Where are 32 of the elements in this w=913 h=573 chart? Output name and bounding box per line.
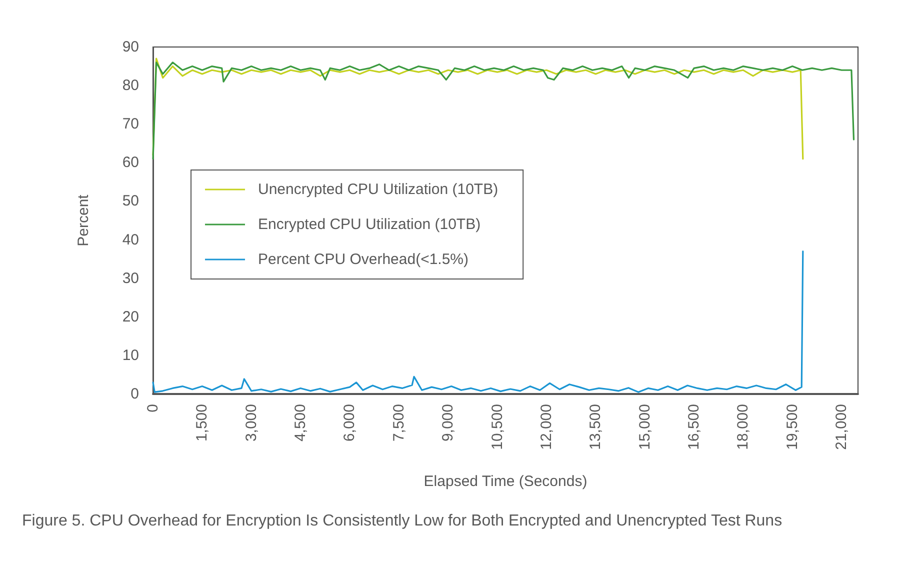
y-tick-label: 20 [122,308,139,326]
y-tick-label: 0 [130,386,139,402]
y-tick-label: 90 [122,38,139,56]
x-axis-title: Elapsed Time (Seconds) [424,473,588,490]
x-tick-label: 4,500 [292,404,310,442]
caption: Figure 5. CPU Overhead for Encryption Is Consistently Low for Both Encrypted and Unencrypted Test Runs [22,512,782,530]
x-tick-label: 15,000 [636,404,654,450]
x-tick-label: 21,000 [833,404,850,450]
x-tick-label: 7,500 [390,404,408,442]
line-series [152,250,804,393]
legend-label: Percent CPU Overhead(<1.5%) [258,251,469,268]
y-tick-label: 80 [122,77,139,94]
x-tick-label: 1,500 [194,404,211,442]
x-tick-label: 0 [144,404,162,412]
y-tick-label: 40 [122,231,139,248]
y-axis-title: Percent [75,194,92,246]
x-tick-label: 12,000 [538,404,555,450]
y-tick-label: 30 [122,270,139,287]
x-tick-label: 10,500 [488,404,506,450]
x-tick-label: 13,500 [587,404,604,450]
x-tick-label: 3,000 [242,404,260,442]
x-tick-label: 9,000 [440,404,457,442]
y-tick-label: 70 [122,116,139,133]
x-tick-label: 16,500 [686,404,703,450]
legend-label: Unencrypted CPU Utilization (10TB) [258,181,498,198]
x-tick-label: 19,500 [784,404,801,450]
y-tick-label: 60 [122,154,139,172]
y-tick-label: 10 [122,346,139,364]
y-tick-label: 50 [122,192,139,210]
x-tick-label: 18,000 [734,404,752,450]
x-tick-label: 6,000 [341,404,358,442]
legend-label: Encrypted CPU Utilization (10TB) [258,216,481,233]
